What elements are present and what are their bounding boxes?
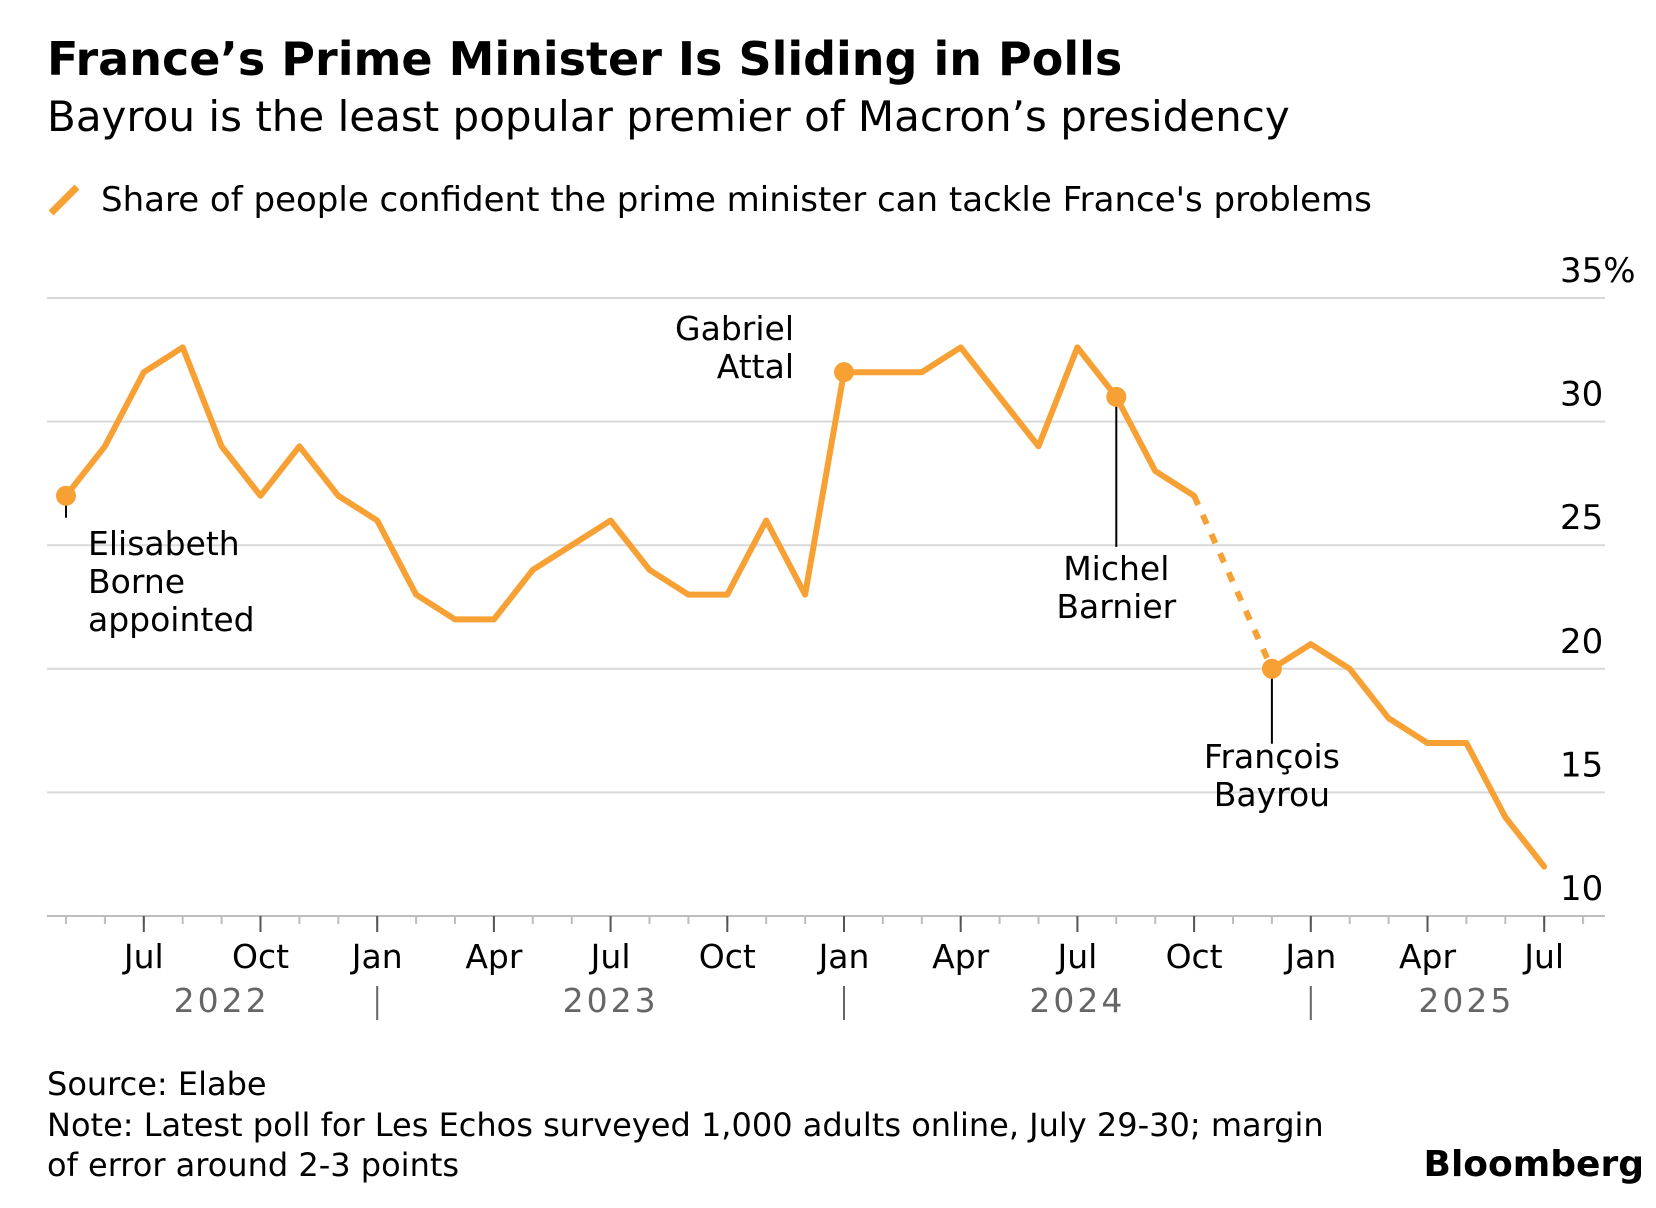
x-tick-label: Jul xyxy=(589,937,631,976)
series-line-dashed xyxy=(1191,494,1275,671)
x-axis: Jul Oct Jan Apr Jul Oct Jan Apr Jul Oct Jan Apr Jul2… xyxy=(65,916,1585,1020)
annotation-marker xyxy=(56,485,76,506)
year-label: 2025 xyxy=(1418,981,1514,1020)
legend-label: Share of people confident the prime mini… xyxy=(101,180,1372,220)
legend: Share of people confident the prime mini… xyxy=(47,178,1372,222)
gridlines xyxy=(47,297,1605,917)
annotation-label-line: Attal xyxy=(717,347,794,386)
year-label: 2023 xyxy=(563,981,659,1020)
annotation-label: François Bayrou xyxy=(1204,737,1340,814)
chart-subtitle: Bayrou is the least popular premier of M… xyxy=(47,92,1290,141)
annotation-markers xyxy=(56,362,1282,679)
y-tick-label: 10 xyxy=(1560,869,1603,909)
x-tick-label: Apr xyxy=(932,937,990,976)
annotation-label: Elisabeth Borne appointed xyxy=(88,524,255,639)
annotation-marker xyxy=(1261,658,1282,679)
year-label: 2024 xyxy=(1029,981,1125,1020)
chart-title: France’s Prime Minister Is Sliding in Po… xyxy=(47,32,1123,86)
x-tick-label: Jul xyxy=(122,937,164,976)
legend-line-icon xyxy=(48,184,80,216)
x-tick-label: Jan xyxy=(817,937,870,976)
annotation-labels: Elisabeth Borne appointed Gabriel Attal Miche… xyxy=(88,309,1340,814)
x-tick-label: Apr xyxy=(465,937,523,976)
annotation-label-line: Borne xyxy=(88,562,185,601)
year-label: 2022 xyxy=(174,981,270,1020)
y-axis: 10 15 20 25 30 35% xyxy=(1560,251,1636,909)
series-line-solid xyxy=(63,344,1198,623)
y-tick-label: 20 xyxy=(1560,622,1603,662)
x-tick-label: Jul xyxy=(1522,937,1564,976)
annotation-marker xyxy=(834,362,854,383)
y-tick-label: 15 xyxy=(1560,745,1603,785)
x-tick-label: Apr xyxy=(1399,937,1457,976)
x-tick-label: Jul xyxy=(1055,937,1097,976)
annotation-label-line: Barnier xyxy=(1056,587,1176,626)
footnote: Note: Latest poll for Les Echos surveyed… xyxy=(47,1106,1324,1184)
y-tick-label: 30 xyxy=(1560,375,1603,415)
annotation-label: Gabriel Attal xyxy=(675,309,794,386)
annotation-label-line: François xyxy=(1204,737,1340,776)
annotation-label-line: Michel xyxy=(1063,549,1169,588)
y-tick-label: 25 xyxy=(1560,498,1603,538)
bloomberg-logo: Bloomberg xyxy=(1423,1144,1644,1185)
annotation-label-line: Gabriel xyxy=(675,309,794,348)
x-tick-label: Oct xyxy=(699,937,756,976)
series-line-solid xyxy=(1268,641,1548,870)
x-tick-label: Oct xyxy=(232,937,289,976)
annotation-marker xyxy=(1106,386,1127,407)
annotation-label-line: Elisabeth xyxy=(88,524,240,563)
y-tick-label: 35% xyxy=(1560,251,1636,291)
annotation-label-line: appointed xyxy=(88,600,255,639)
source-note: Source: Elabe xyxy=(47,1065,267,1103)
series-lines xyxy=(63,344,1548,870)
x-tick-label: Oct xyxy=(1166,937,1223,976)
annotation-label-line: Bayrou xyxy=(1214,775,1330,814)
x-tick-label: Jan xyxy=(1283,937,1336,976)
x-tick-label: Jan xyxy=(350,937,403,976)
annotation-label: Michel Barnier xyxy=(1056,549,1176,626)
